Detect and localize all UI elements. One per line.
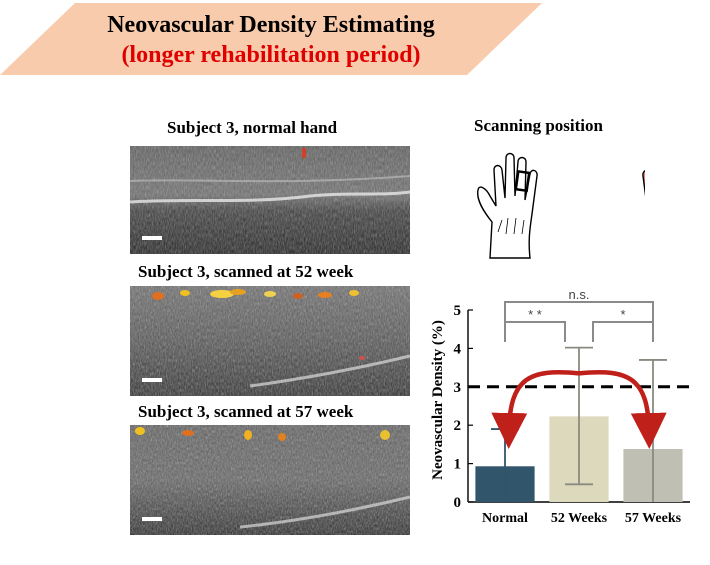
panel-caption-52-week: Subject 3, scanned at 52 week [138,262,354,281]
panel-caption-normal: Subject 3, normal hand [167,118,338,137]
significance-label-1: * [620,307,625,322]
vessel-highlights [152,289,365,360]
y-tick-label: 0 [454,495,462,511]
x-tick-label-0: Normal [482,511,528,526]
banner-title: Neovascular Density Estimating [107,12,435,38]
scale-bar [142,236,162,240]
y-tick-label: 5 [454,303,462,319]
title-banner: Neovascular Density Estimating (longer r… [0,3,542,75]
y-axis-label: Neovascular Density (%) [430,320,446,480]
y-tick-label: 3 [454,380,462,396]
right-hand-icon [642,170,645,197]
arrow-to-normal [491,369,580,449]
vessel-highlights [135,427,390,441]
left-hand-icon [477,152,538,259]
scanning-position-diagram [477,152,645,259]
y-tick-label: 1 [454,457,462,473]
y-tick-label: 4 [454,341,462,357]
scanning-position-title: Scanning position [474,116,603,135]
significance-bracket-2 [504,301,654,340]
scale-bar [142,378,162,382]
significance-bracket-0 [504,321,566,342]
arrow-to-57-weeks [578,369,667,449]
banner-subtitle: (longer rehabilitation period) [121,42,421,68]
scale-bar [142,517,162,521]
y-tick-label: 2 [454,418,462,434]
density-bar-chart: 0 1 2 3 4 5 Normal 52 Weeks 57 Weeks * * * n.s. Neo… [430,290,690,526]
x-tick-label-2: 57 Weeks [625,511,682,526]
panel-caption-57-week: Subject 3, scanned at 57 week [138,402,354,421]
scan-image-57-week [130,425,410,535]
significance-label-2: n.s. [569,290,590,302]
significance-label-0: * * [528,307,542,322]
banner-background [0,3,542,75]
significance-bracket-1 [592,321,654,342]
x-tick-label-1: 52 Weeks [551,511,608,526]
scan-image-normal [130,146,410,254]
scan-image-52-week [130,286,410,396]
